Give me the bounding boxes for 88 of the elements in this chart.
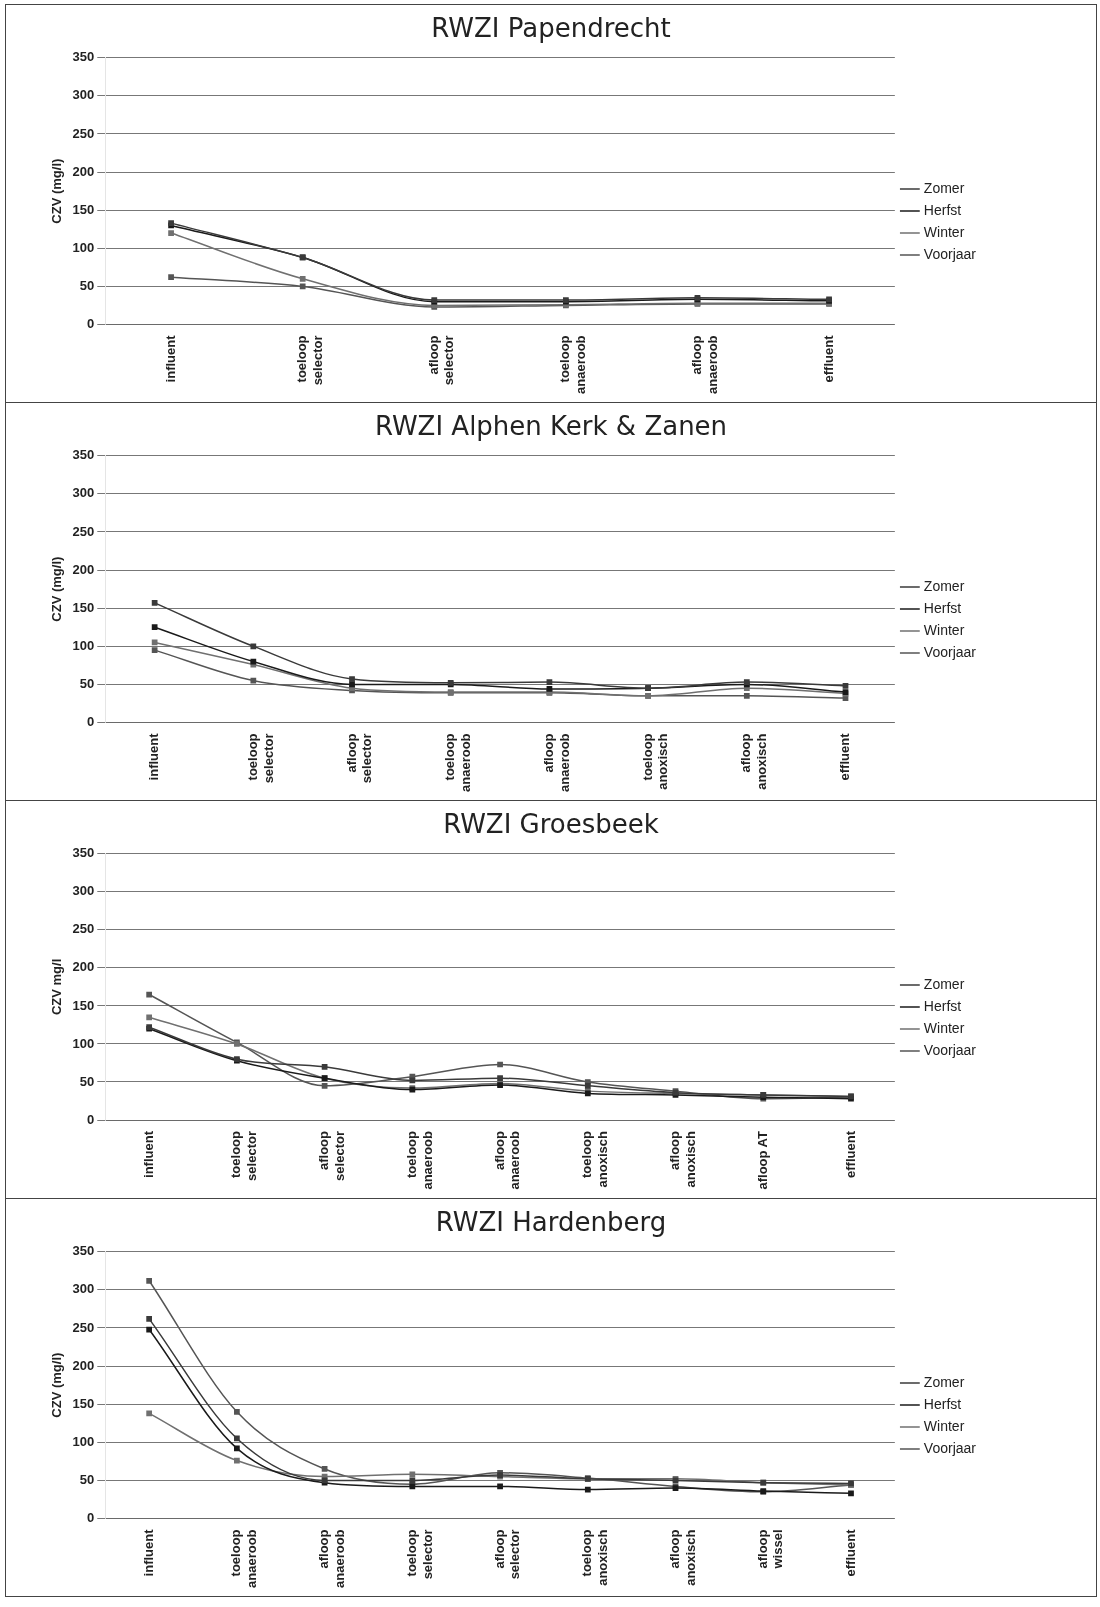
y-tick-label: 150 — [72, 599, 95, 615]
y-tick-label: 0 — [87, 316, 95, 332]
y-tick-label: 150 — [72, 201, 95, 217]
y-tick-label: 200 — [72, 561, 95, 577]
x-tick-label: toeloop selector — [244, 733, 276, 784]
x-tick-label: effluent — [842, 1130, 858, 1178]
x-tick-label: toeloop anoxisch — [579, 1130, 610, 1188]
chart-title: RWZI Hardenberg — [434, 1206, 668, 1239]
legend-label: Zomer — [923, 577, 965, 594]
x-tick-label: afloop anoxisch — [667, 1130, 698, 1188]
y-tick-label: 50 — [79, 675, 95, 691]
y-tick-label: 250 — [72, 921, 95, 937]
y-axis-title: CZV (mg/l) — [49, 556, 65, 622]
x-tick-label: influent — [146, 732, 162, 781]
legend-label: Winter — [923, 1019, 965, 1036]
legend-label: Zomer — [923, 1373, 965, 1390]
y-tick-label: 100 — [72, 1035, 95, 1051]
x-tick-label: toeloop anaeroob — [403, 1130, 435, 1190]
legend-label: Herfst — [923, 997, 962, 1014]
x-tick-label: influent — [162, 334, 178, 383]
y-tick-label: 0 — [87, 714, 95, 730]
x-tick-label: toeloop anaeroob — [557, 335, 589, 394]
y-tick-label: 50 — [79, 277, 95, 293]
x-tick-label: afloop wissel — [754, 1529, 786, 1570]
x-tick-label: effluent — [837, 732, 853, 781]
x-tick-label: toeloop anaeroob — [442, 733, 473, 792]
x-tick-label: afloop anoxisch — [738, 733, 769, 790]
y-axis-title: CZV mg/l — [49, 958, 65, 1016]
y-tick-label: 50 — [79, 1471, 95, 1487]
y-tick-label: 50 — [79, 1073, 95, 1089]
x-tick-label: afloop anaeroob — [316, 1529, 347, 1588]
x-tick-label: afloop selector — [491, 1529, 523, 1580]
x-tick-label: afloop anaeroob — [541, 733, 572, 792]
x-tick-label: toeloop selector — [228, 1130, 260, 1181]
y-tick-label: 200 — [72, 1357, 95, 1373]
x-tick-label: toeloop selector — [403, 1529, 435, 1580]
y-tick-label: 100 — [72, 239, 95, 255]
y-tick-label: 200 — [72, 163, 95, 179]
legend-label: Voorjaar — [923, 1041, 977, 1058]
y-axis-title: CZV (mg/l) — [49, 1352, 65, 1418]
legend-label: Winter — [923, 621, 965, 638]
y-axis-title: CZV (mg/l) — [49, 158, 65, 224]
y-tick-label: 300 — [72, 1281, 95, 1297]
y-tick-label: 250 — [72, 125, 95, 141]
y-tick-label: 150 — [72, 997, 95, 1013]
y-tick-label: 350 — [72, 49, 95, 65]
legend-label: Zomer — [923, 975, 965, 992]
x-tick-label: toeloop anaeroob — [228, 1529, 260, 1588]
y-tick-label: 150 — [72, 1395, 95, 1411]
y-tick-label: 100 — [72, 1433, 95, 1449]
legend-label: Winter — [923, 1417, 965, 1434]
legend-label: Winter — [923, 223, 965, 240]
legend-label: Herfst — [923, 1395, 962, 1412]
legend-label: Voorjaar — [923, 1439, 977, 1456]
x-tick-label: afloop anaeroob — [491, 1130, 523, 1190]
x-tick-label: influent — [140, 1130, 156, 1178]
y-tick-label: 300 — [72, 485, 95, 501]
legend-label: Zomer — [923, 179, 965, 196]
x-tick-label: effluent — [820, 334, 836, 383]
x-tick-label: afloop selector — [425, 335, 457, 386]
x-tick-label: effluent — [842, 1528, 858, 1577]
x-tick-label: afloop anoxisch — [667, 1529, 698, 1586]
y-tick-label: 250 — [72, 1319, 95, 1335]
y-tick-label: 350 — [72, 1243, 95, 1259]
y-tick-label: 0 — [87, 1510, 95, 1526]
y-tick-label: 100 — [72, 637, 95, 653]
x-tick-label: afloop AT — [754, 1130, 770, 1190]
y-tick-label: 350 — [72, 447, 95, 463]
y-tick-label: 300 — [72, 87, 95, 103]
chart-title: RWZI Papendrecht — [430, 12, 672, 45]
y-tick-label: 300 — [72, 883, 95, 899]
x-tick-label: toeloop anoxisch — [579, 1529, 610, 1586]
y-tick-label: 250 — [72, 523, 95, 539]
chart-title: RWZI Groesbeek — [442, 808, 660, 841]
y-tick-label: 0 — [87, 1111, 95, 1127]
x-tick-label: toeloop anoxisch — [639, 733, 671, 790]
chart-title: RWZI Alphen Kerk & Zanen — [373, 410, 729, 443]
y-tick-label: 200 — [72, 959, 95, 975]
x-tick-label: afloop anaeroob — [689, 335, 720, 394]
legend-label: Herfst — [923, 599, 962, 616]
x-tick-label: toeloop selector — [294, 335, 325, 386]
x-tick-label: influent — [140, 1528, 156, 1577]
legend-label: Voorjaar — [923, 643, 977, 660]
x-tick-label: afloop selector — [316, 1130, 347, 1181]
y-tick-label: 350 — [72, 845, 95, 861]
legend-label: Voorjaar — [923, 245, 977, 262]
legend-label: Herfst — [923, 201, 962, 218]
x-tick-label: afloop selector — [343, 733, 375, 784]
